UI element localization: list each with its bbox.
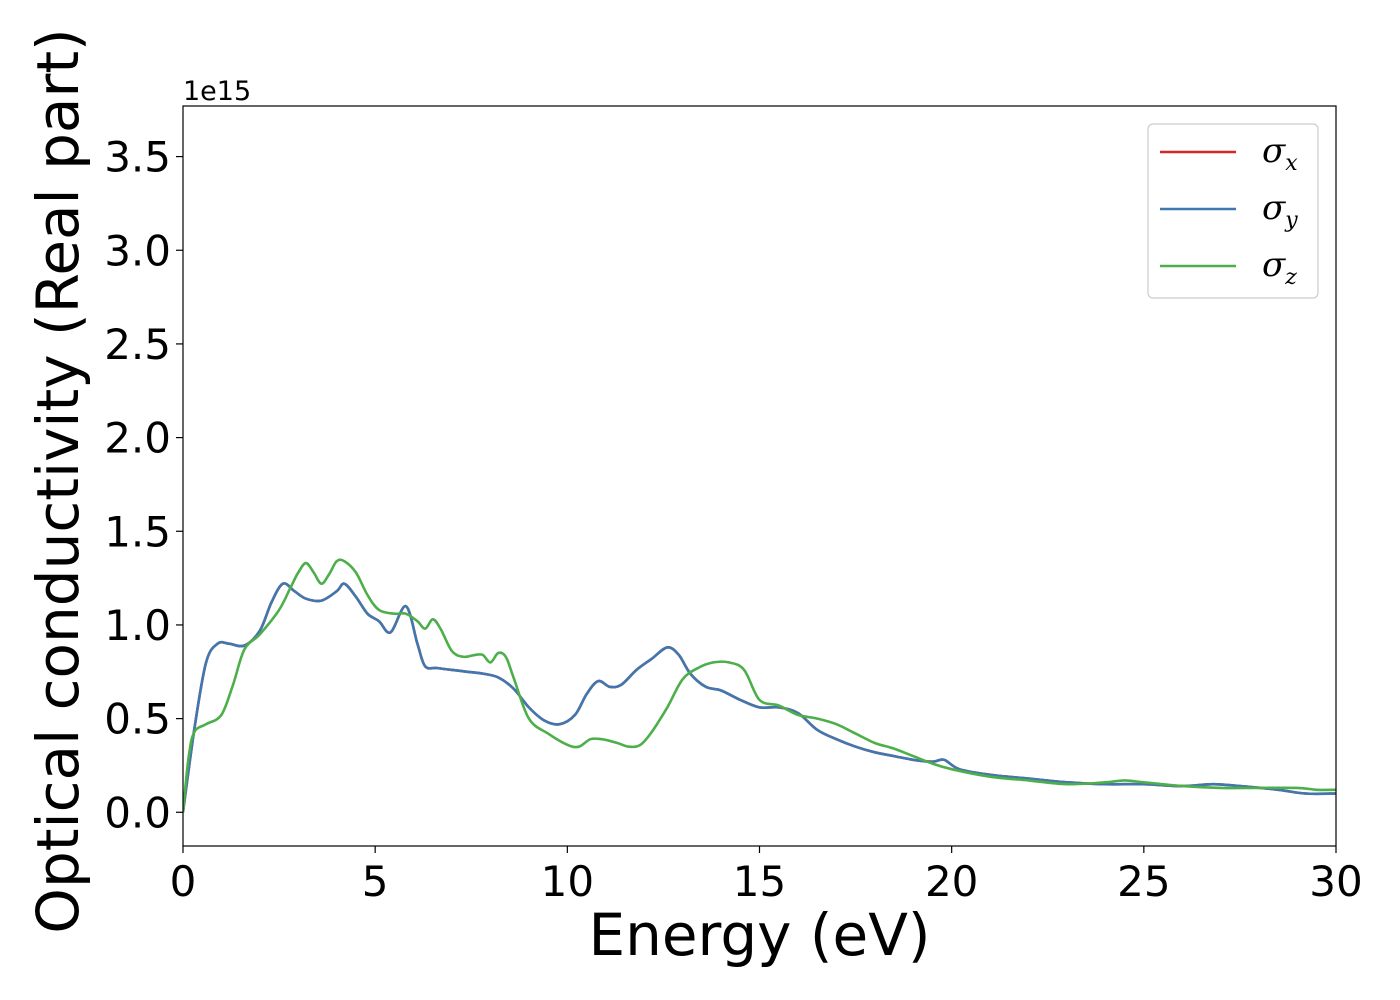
axis-ticks: 0 5 10 15 20 25 30 0.0 0.5 1.0 1.5 2.0 2.5 3.0 3.5 (104, 133, 1363, 906)
x-tick-label: 0 (170, 857, 197, 906)
x-tick-label: 30 (1309, 857, 1362, 906)
x-tick-label: 10 (541, 857, 594, 906)
y-tick-label: 0.5 (104, 695, 171, 744)
y-tick-label: 1.5 (104, 507, 171, 556)
series-line-y (183, 582, 1336, 813)
x-tick-label: 20 (925, 857, 978, 906)
legend-label-z: σz (1262, 245, 1297, 290)
legend-box (1147, 123, 1319, 299)
x-axis-title: Energy (eV) (588, 901, 930, 969)
legend-label-x: σx (1262, 131, 1298, 176)
y-tick-label: 1.0 (104, 601, 171, 650)
y-tick-label: 2.5 (104, 320, 171, 369)
y-tick-label: 2.0 (104, 414, 171, 463)
x-tick-label: 25 (1117, 857, 1170, 906)
legend-label-y: σy (1262, 188, 1298, 233)
series-lines (183, 558, 1336, 813)
y-tick-label: 3.0 (104, 226, 171, 275)
y-tick-label: 3.5 (104, 133, 171, 182)
y-axis-title: Optical conductivity (Real part) (24, 28, 92, 933)
x-tick-label: 15 (733, 857, 786, 906)
legend: σx σy σz (1147, 123, 1319, 299)
series-line-z (183, 558, 1336, 813)
y-offset-label: 1e15 (183, 76, 251, 107)
x-tick-label: 5 (362, 857, 389, 906)
series-line-x (183, 582, 1336, 813)
y-tick-label: 0.0 (104, 788, 171, 837)
